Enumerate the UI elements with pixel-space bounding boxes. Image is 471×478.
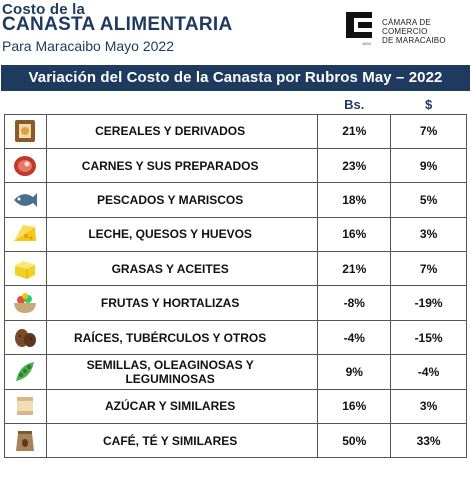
row-icon-cell	[4, 251, 47, 287]
row-icon-cell	[4, 354, 47, 390]
row-bs-value: 18%	[317, 182, 392, 218]
chamber-logo-icon	[343, 9, 375, 41]
table-row: FRUTAS Y HORTALIZAS -8% -19%	[4, 285, 467, 321]
chamber-of-commerce-logo: 1894 CÁMARA DE COMERCIO DE MARACAIBO	[342, 8, 467, 48]
row-category-name: LECHE, QUESOS Y HUEVOS	[45, 216, 319, 253]
cereals-icon	[15, 120, 36, 143]
roots-icon	[15, 328, 37, 347]
row-usd-value: -19%	[390, 285, 467, 321]
cost-variation-table: Bs. $ CEREALES Y DERIVADOS 21% 7% CARNES…	[4, 96, 467, 459]
report-subtitle: Para Maracaibo Mayo 2022	[2, 38, 174, 54]
row-icon-cell	[4, 319, 47, 356]
cheese-icon	[14, 225, 37, 242]
coffee-bag-icon	[16, 430, 35, 451]
row-usd-value: 7%	[390, 113, 467, 149]
row-category-name: SEMILLAS, OLEAGINOSAS Y LEGUMINOSAS	[45, 354, 319, 390]
table-row: PESCADOS Y MARISCOS 18% 5%	[4, 182, 467, 218]
row-category-name: CARNES Y SUS PREPARADOS	[45, 147, 319, 184]
row-icon-cell	[4, 113, 47, 149]
row-bs-value: 9%	[317, 354, 392, 390]
row-icon-cell	[4, 388, 47, 425]
butter-icon	[15, 260, 36, 279]
logo-line-1: CÁMARA DE COMERCIO	[382, 18, 431, 36]
table-row: CAFÉ, TÉ Y SIMILARES 50% 33%	[4, 423, 467, 459]
sugar-icon	[17, 397, 34, 416]
table-row: CEREALES Y DERIVADOS 21% 7%	[4, 113, 467, 149]
row-usd-value: 5%	[390, 182, 467, 218]
row-bs-value: 21%	[317, 251, 392, 287]
row-usd-value: 3%	[390, 388, 467, 425]
table-row: RAÍCES, TUBÉRCULOS Y OTROS -4% -15%	[4, 319, 467, 356]
logo-year: 1894	[362, 41, 371, 46]
table-row: GRASAS Y ACEITES 21% 7%	[4, 251, 467, 287]
row-usd-value: 7%	[390, 251, 467, 287]
row-bs-value: 16%	[317, 388, 392, 425]
logo-text: CÁMARA DE COMERCIO DE MARACAIBO	[382, 18, 467, 45]
table-row: CARNES Y SUS PREPARADOS 23% 9%	[4, 147, 467, 184]
table-row: LECHE, QUESOS Y HUEVOS 16% 3%	[4, 216, 467, 253]
column-header-bs: Bs.	[344, 97, 365, 113]
row-category-name: PESCADOS Y MARISCOS	[45, 182, 319, 218]
meat-icon	[14, 155, 37, 176]
row-bs-value: 23%	[317, 147, 392, 184]
row-bs-value: -4%	[317, 319, 392, 356]
row-usd-value: -15%	[390, 319, 467, 356]
column-header-usd: $	[424, 97, 433, 113]
row-usd-value: 9%	[390, 147, 467, 184]
row-usd-value: 33%	[390, 423, 467, 459]
row-bs-value: 16%	[317, 216, 392, 253]
title-line-1: Costo de la	[2, 1, 86, 18]
row-usd-value: -4%	[390, 354, 467, 390]
table-row: SEMILLAS, OLEAGINOSAS Y LEGUMINOSAS 9% -…	[4, 354, 467, 390]
report-header: Costo de la CANASTA ALIMENTARIA Para Mar…	[0, 0, 471, 66]
row-category-name: GRASAS Y ACEITES	[45, 251, 319, 287]
logo-line-2: DE MARACAIBO	[382, 36, 446, 45]
row-icon-cell	[4, 216, 47, 253]
row-bs-value: 21%	[317, 113, 392, 149]
row-icon-cell	[4, 147, 47, 184]
header-name-spacer	[46, 96, 317, 114]
row-icon-cell	[4, 285, 47, 321]
fish-icon	[14, 192, 38, 207]
row-bs-value: 50%	[317, 423, 392, 459]
row-icon-cell	[4, 423, 47, 459]
row-usd-value: 3%	[390, 216, 467, 253]
row-icon-cell	[4, 182, 47, 218]
table-header-row: Bs. $	[5, 96, 467, 114]
row-bs-value: -8%	[317, 285, 392, 321]
pea-pod-icon	[16, 361, 35, 381]
row-category-name: CAFÉ, TÉ Y SIMILARES	[45, 423, 319, 459]
row-category-name: CEREALES Y DERIVADOS	[45, 113, 319, 149]
table-title-banner: Variación del Costo de la Canasta por Ru…	[1, 65, 470, 91]
row-category-name: RAÍCES, TUBÉRCULOS Y OTROS	[45, 319, 319, 356]
row-category-name: FRUTAS Y HORTALIZAS	[45, 285, 319, 321]
title-line-2: CANASTA ALIMENTARIA	[2, 14, 233, 35]
header-icon-spacer	[5, 96, 47, 114]
fruit-bowl-icon	[14, 293, 37, 314]
table-row: AZÚCAR Y SIMILARES 16% 3%	[4, 388, 467, 425]
row-category-name: AZÚCAR Y SIMILARES	[45, 388, 319, 425]
